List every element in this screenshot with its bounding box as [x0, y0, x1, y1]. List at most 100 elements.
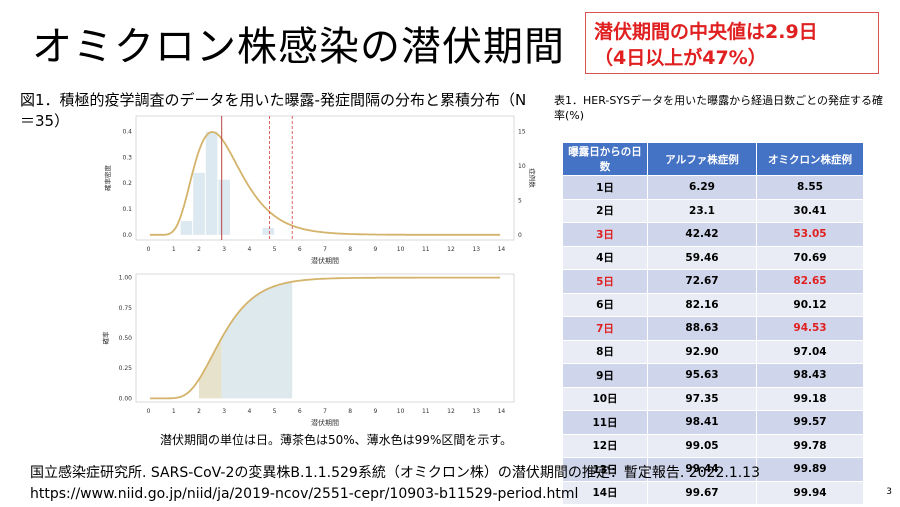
cell-alpha: 95.63 [647, 363, 757, 388]
slide-title: オミクロン株感染の潜伏期間 [32, 24, 565, 70]
cumulative-distribution-chart: 0 1 2 3 4 5 6 7 8 9 10 11 12 13 140.000.250.500.751.00… [101, 273, 515, 427]
x-axis-label: 潜伏期間 [311, 418, 339, 427]
cell-alpha: 59.46 [647, 245, 757, 270]
cell-day: 6日 [562, 292, 648, 317]
source-reference: 国立感染症研究所. SARS-CoV-2の変異株B.1.1.529系統（オミクロ… [30, 465, 760, 481]
band-50-percent [199, 338, 222, 399]
cell-omicron: 99.18 [756, 386, 864, 411]
x-tick-label: 3 [222, 246, 226, 253]
y-tick-label: 0.50 [119, 335, 133, 342]
table-row: 6日 82.16 90.12 [562, 292, 864, 317]
table-row: 13日 99.44 99.89 [562, 457, 864, 482]
figure-caption: 図1．積極的疫学調査のデータを用いた曝露-発症間隔の分布と累積分布（N＝35） [20, 91, 527, 130]
density-histogram-chart: 0 1 2 3 4 5 6 7 8 9 10 11 12 13 140.00.10.20.30.405101… [103, 115, 536, 265]
x-tick-label: 6 [298, 246, 302, 253]
x-tick-label: 3 [222, 408, 226, 415]
table-row: 7日 88.63 94.53 [562, 316, 864, 341]
histogram-bar [193, 172, 205, 235]
cumulative-curve [149, 276, 501, 400]
y-tick-label: 1.00 [119, 275, 133, 282]
table-row: 2日 23.1 30.41 [562, 198, 864, 223]
x-tick-label: 9 [373, 246, 377, 253]
cell-day: 10日 [562, 386, 648, 411]
cell-omicron: 98.43 [756, 363, 864, 388]
x-axis-label: 潜伏期間 [311, 256, 339, 265]
cell-day: 3日 [562, 222, 648, 247]
density-curve [149, 131, 501, 236]
cell-alpha: 23.1 [647, 198, 757, 223]
x-tick-label: 14 [498, 246, 506, 253]
x-tick-label: 4 [247, 246, 251, 253]
y-axis-label: 確率 [101, 331, 110, 345]
x-tick-label: 2 [197, 408, 201, 415]
cell-omicron: 70.69 [756, 245, 864, 270]
cell-alpha: 92.90 [647, 339, 757, 364]
x-tick-label: 10 [397, 246, 405, 253]
y2-tick-label: 10 [518, 163, 526, 170]
x-tick-label: 12 [447, 408, 455, 415]
x-tick-label: 0 [147, 408, 151, 415]
x-tick-label: 13 [472, 246, 480, 253]
cell-omicron: 99.94 [756, 480, 864, 505]
y-axis-label: 確率密度 [103, 165, 112, 192]
plot-area [135, 273, 515, 403]
header-alpha: アルファ株症例 [647, 142, 757, 176]
callout-line-2: （4日以上が47%） [594, 47, 767, 69]
cell-omicron: 30.41 [756, 198, 864, 223]
y2-axis-label: 症例数 [528, 168, 536, 188]
x-tick-label: 0 [147, 246, 151, 253]
cell-alpha: 82.16 [647, 292, 757, 317]
x-tick-label: 12 [447, 246, 455, 253]
cell-omicron: 97.04 [756, 339, 864, 364]
histogram-bar [218, 179, 230, 235]
cell-omicron: 90.12 [756, 292, 864, 317]
histogram-bar [205, 131, 218, 235]
header-omicron: オミクロン株症例 [756, 142, 864, 176]
cell-alpha: 99.67 [647, 480, 757, 505]
source-url[interactable]: https://www.niid.go.jp/niid/ja/2019-ncov… [30, 486, 579, 502]
cell-omicron: 99.57 [756, 410, 864, 435]
x-tick-label: 5 [273, 408, 277, 415]
cell-omicron: 99.78 [756, 433, 864, 458]
x-tick-label: 5 [273, 246, 277, 253]
onset-probability-table: 曝露日からの日数 アルファ株症例 オミクロン株症例 1日 6.29 8.55 2日 23… [562, 142, 864, 505]
table-row: 10日 97.35 99.18 [562, 386, 864, 411]
y-tick-label: 0.75 [119, 305, 133, 312]
cell-day: 5日 [562, 269, 648, 294]
callout-line-1: 潜伏期間の中央値は2.9日 [594, 21, 818, 43]
cell-day: 11日 [562, 410, 648, 435]
x-tick-label: 4 [247, 408, 251, 415]
histogram-bar [262, 227, 275, 235]
cell-alpha: 6.29 [647, 175, 757, 200]
x-tick-label: 11 [422, 246, 430, 253]
x-tick-label: 1 [172, 408, 176, 415]
x-tick-label: 1 [172, 246, 176, 253]
cell-alpha: 88.63 [647, 316, 757, 341]
cell-alpha: 98.41 [647, 410, 757, 435]
cell-day: 2日 [562, 198, 648, 223]
x-tick-label: 7 [323, 246, 327, 253]
table-header-row: 曝露日からの日数 アルファ株症例 オミクロン株症例 [562, 142, 864, 176]
histogram-bar [180, 221, 193, 235]
y-tick-label: 0.00 [119, 395, 133, 402]
x-tick-label: 14 [498, 408, 506, 415]
cell-day: 12日 [562, 433, 648, 458]
cell-day: 14日 [562, 480, 648, 505]
x-tick-label: 8 [348, 408, 352, 415]
y-tick-label: 0.4 [122, 129, 132, 136]
x-tick-label: 10 [397, 408, 405, 415]
cell-day: 8日 [562, 339, 648, 364]
table-row: 1日 6.29 8.55 [562, 175, 864, 200]
x-tick-label: 13 [472, 408, 480, 415]
header-days: 曝露日からの日数 [562, 142, 648, 176]
table-row: 11日 98.41 99.57 [562, 410, 864, 435]
median-callout: 潜伏期間の中央値は2.9日 （4日以上が47%） [585, 12, 879, 74]
x-tick-label: 11 [422, 408, 430, 415]
y-tick-label: 0.0 [122, 232, 132, 239]
cell-omicron: 82.65 [756, 269, 864, 294]
cell-omicron: 53.05 [756, 222, 864, 247]
cell-alpha: 97.35 [647, 386, 757, 411]
cell-day: 1日 [562, 175, 648, 200]
table-row: 4日 59.46 70.69 [562, 245, 864, 270]
y-tick-label: 0.25 [119, 365, 133, 372]
